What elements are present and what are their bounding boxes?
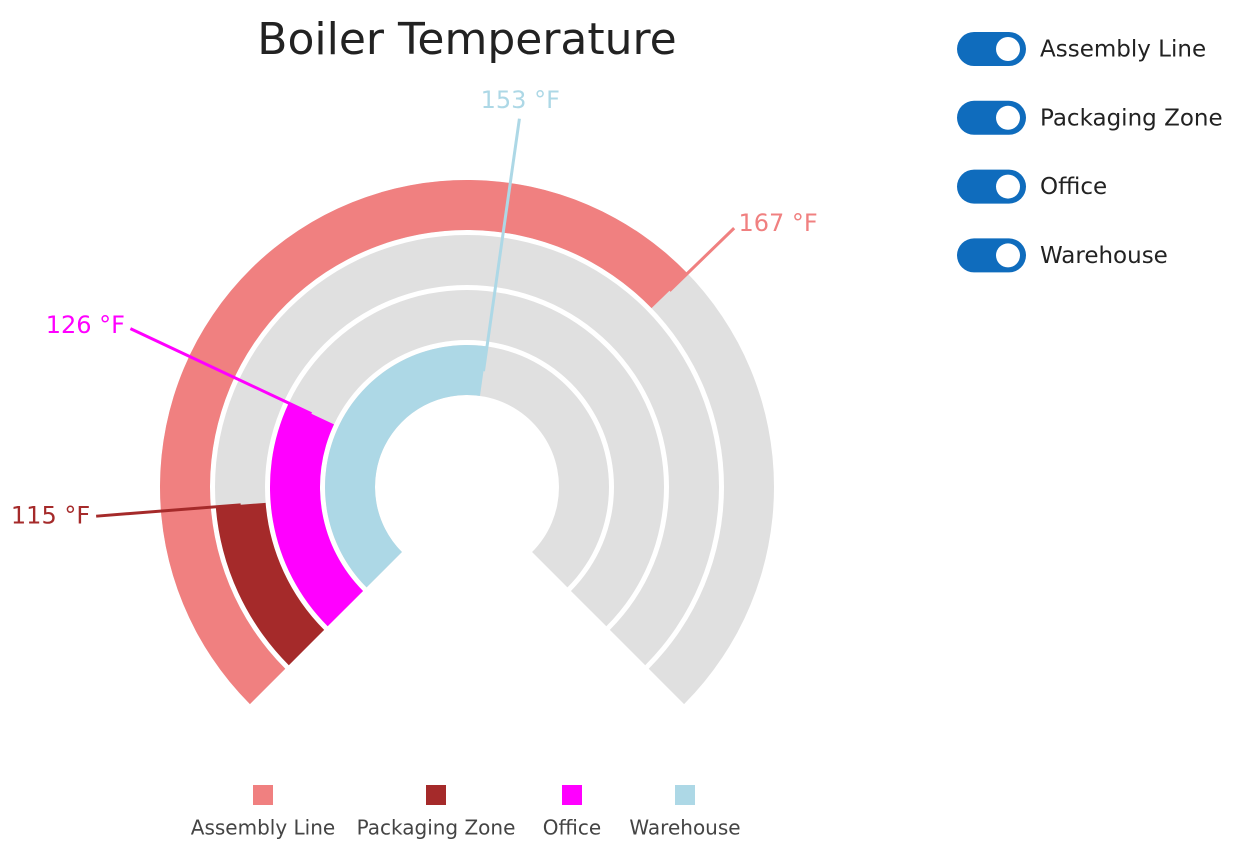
legend-swatch (562, 785, 582, 805)
toggle-knob (996, 243, 1020, 268)
leader-line (668, 227, 736, 292)
toggle-label[interactable]: Assembly Line (1040, 37, 1206, 63)
track (270, 289, 664, 627)
legend-label: Assembly Line (191, 816, 335, 840)
data-label: 153 °F (481, 86, 560, 114)
legend-swatch (675, 785, 695, 805)
toggle-knob (996, 105, 1020, 130)
toggle-knob (996, 174, 1020, 199)
radial-bar (324, 345, 488, 588)
radial-bar (269, 403, 364, 627)
data-label: 167 °F (738, 209, 817, 237)
toggle-label[interactable]: Packaging Zone (1040, 105, 1223, 131)
legend-label: Packaging Zone (357, 816, 516, 840)
data-label: 126 °F (46, 311, 125, 339)
leader-line (129, 327, 313, 416)
legend-swatch (253, 785, 273, 805)
toggle-knob (996, 37, 1020, 61)
data-label: 115 °F (11, 502, 90, 530)
chart-title: Boiler Temperature (257, 14, 676, 65)
leader-line (96, 503, 241, 518)
toggle-label[interactable]: Office (1040, 174, 1107, 200)
radial-bar (159, 179, 688, 705)
legend-swatch (426, 785, 446, 805)
leader-line (482, 118, 521, 372)
toggle-label[interactable]: Warehouse (1040, 243, 1168, 269)
legend-label: Warehouse (629, 816, 740, 840)
legend-label: Office (543, 816, 601, 840)
radial-bar (215, 502, 325, 666)
